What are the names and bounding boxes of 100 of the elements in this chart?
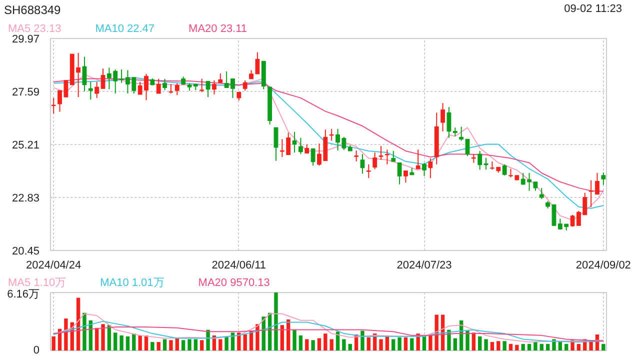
bar (508, 344, 513, 350)
y-tick-label: 22.83 (12, 192, 40, 204)
bar (237, 332, 241, 350)
text: MA20 23.11 (188, 22, 248, 37)
bar (404, 337, 408, 350)
candlestick (174, 82, 180, 96)
bar (453, 338, 457, 350)
bar (82, 312, 86, 350)
y-tick-label: 20.45 (12, 246, 40, 258)
bar (224, 336, 228, 350)
bar (342, 339, 346, 350)
candlestick (162, 78, 168, 91)
candlestick (360, 154, 365, 174)
bar (576, 344, 581, 350)
bar (527, 344, 532, 350)
bar (602, 344, 606, 350)
bar (428, 334, 432, 350)
bar (540, 344, 544, 350)
bar (181, 340, 186, 350)
candlestick (440, 102, 446, 132)
bar (120, 335, 124, 350)
bar (280, 325, 284, 350)
bar (292, 330, 296, 350)
bar (502, 341, 506, 350)
y-tick-label: 0 (33, 344, 40, 356)
bar (398, 337, 402, 350)
x-tick-label: 2024/07/23 (396, 260, 452, 272)
bar (194, 339, 198, 350)
bar (175, 338, 179, 350)
text: MA10 22.47 (95, 22, 155, 37)
bar (132, 334, 136, 350)
bar (52, 336, 56, 350)
candlestick (242, 80, 248, 92)
candlestick (100, 68, 106, 90)
y-tick-label: 29.97 (12, 34, 40, 46)
candlestick (212, 80, 216, 95)
bar (101, 324, 105, 350)
candlestick (428, 158, 433, 179)
bar (410, 338, 414, 350)
y-tick-label: 25.21 (12, 140, 40, 152)
candlestick (478, 150, 482, 170)
bar (466, 330, 470, 350)
candlestick (168, 84, 174, 94)
text: MA10 1.01万 (100, 276, 164, 291)
candlestick (156, 78, 161, 94)
text: MA5 1.10万 (8, 276, 66, 289)
text: MA20 9570.13 (198, 276, 270, 291)
candlestick (601, 172, 606, 186)
bar (218, 339, 222, 350)
candlestick (422, 162, 426, 177)
bar (366, 337, 371, 350)
bar (188, 339, 192, 350)
x-tick-label: 2024/09/02 (576, 260, 631, 272)
candlestick (397, 162, 402, 185)
bar (472, 332, 476, 350)
candlestick (200, 78, 204, 93)
candlestick (384, 149, 390, 165)
text: 09-02 11:23 (564, 2, 622, 17)
bar (243, 334, 247, 350)
bar (114, 332, 118, 350)
bar (126, 336, 130, 350)
candlestick (378, 146, 384, 160)
candlestick (446, 106, 452, 138)
candlestick (465, 138, 470, 157)
chart-title: SH688349 (4, 2, 61, 19)
bar (298, 335, 303, 350)
candlestick (94, 81, 100, 98)
bar (360, 330, 364, 350)
candlestick (539, 187, 544, 200)
candlestick (354, 150, 359, 162)
candlestick (206, 80, 210, 98)
bar (521, 344, 525, 350)
bar (169, 340, 173, 350)
bar (515, 344, 519, 350)
bar (274, 292, 278, 350)
bar (534, 342, 538, 350)
x-tick-label: 2024/04/24 (26, 260, 82, 272)
candlestick (404, 170, 408, 184)
bar (324, 334, 328, 350)
bar (150, 342, 154, 350)
bar (305, 339, 309, 350)
bar (496, 341, 500, 350)
candlestick (459, 126, 464, 142)
bar (138, 335, 142, 350)
candlestick (391, 150, 396, 162)
bar (422, 336, 426, 350)
candlestick (82, 56, 87, 92)
bar (162, 339, 167, 350)
bar (94, 328, 99, 350)
y-tick-label: 6.16万 (7, 288, 40, 300)
bar (484, 339, 488, 350)
candlestick (372, 152, 378, 170)
text: MA5 23.13 (8, 22, 62, 35)
bar (317, 338, 322, 350)
bar (478, 336, 482, 350)
bar (490, 342, 494, 350)
candlestick (218, 72, 223, 84)
bar (546, 344, 550, 350)
y-tick-label: 27.59 (12, 86, 40, 98)
candlestick (274, 127, 278, 162)
